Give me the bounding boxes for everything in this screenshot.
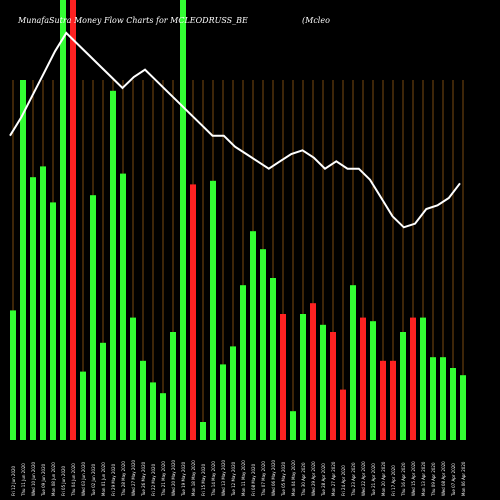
bar — [400, 332, 406, 440]
x-tick-label: Tue 05 May 2020 — [281, 461, 286, 497]
x-tick-label: Thu 11 Jun 2020 — [21, 463, 26, 497]
bar — [440, 357, 446, 440]
x-tick-label: Fri 08 May 2020 — [251, 463, 256, 496]
bar — [250, 231, 256, 440]
x-tick-label: Mon 01 Jun 2020 — [101, 462, 106, 496]
bar — [160, 393, 166, 440]
x-tick-label: Fri 29 May 2020 — [111, 463, 116, 496]
bar — [200, 422, 206, 440]
x-tick-label: Thu 23 Apr 2020 — [351, 462, 356, 497]
bar — [20, 80, 26, 440]
company-name: (Mcleo — [302, 16, 330, 25]
bar — [340, 389, 346, 440]
bar — [30, 177, 36, 440]
x-tick-label: Fri 12 Jun 2020 — [11, 465, 16, 496]
bar — [50, 202, 56, 440]
bar — [210, 180, 216, 441]
x-tick-label: Fri 24 Apr 2020 — [341, 465, 346, 496]
x-tick-label: Tue 02 Jun 2020 — [91, 463, 96, 497]
bar — [390, 360, 396, 440]
chart-title: MunafaSutra Money Flow Charts for MCLEOD… — [18, 16, 248, 25]
x-tick-label: Thu 21 May 2020 — [161, 461, 166, 497]
x-tick-label: Thu 28 May 2020 — [121, 461, 126, 497]
bar — [360, 317, 366, 440]
bar — [70, 0, 76, 440]
bar — [180, 0, 186, 440]
bar — [40, 166, 46, 440]
bar — [80, 371, 86, 440]
x-tick-label: Thu 04 Jun 2020 — [71, 463, 76, 497]
x-tick-label: Mon 27 Apr 2020 — [331, 461, 336, 496]
bar — [270, 278, 276, 440]
x-tick-label: Mon 11 May 2020 — [241, 460, 246, 496]
x-tick-label: Wed 29 Apr 2020 — [311, 461, 316, 496]
bar — [290, 411, 296, 440]
bar — [220, 364, 226, 440]
x-tick-label: Tue 12 May 2020 — [231, 461, 236, 497]
bar — [10, 310, 16, 440]
x-tick-label: Fri 05 Jun 2020 — [61, 465, 66, 496]
bar — [260, 249, 266, 440]
bar — [150, 382, 156, 440]
bar — [130, 317, 136, 440]
bar — [140, 360, 146, 440]
bar — [460, 375, 466, 440]
bar — [100, 342, 106, 440]
bar — [350, 285, 356, 440]
bar — [430, 357, 436, 440]
x-tick-label: Wed 13 May 2020 — [221, 459, 226, 496]
x-tick-label: Tue 26 May 2020 — [141, 461, 146, 497]
x-tick-label: Tue 09 Jun 2020 — [41, 463, 46, 497]
x-tick-label: Mon 18 May 2020 — [191, 460, 196, 496]
bar — [450, 368, 456, 440]
x-tick-label: Tue 28 Apr 2020 — [321, 463, 326, 497]
x-tick-label: Wed 06 May 2020 — [271, 459, 276, 496]
x-tick-label: Mon 06 Apr 2020 — [461, 461, 466, 496]
bar — [330, 332, 336, 440]
bar — [110, 90, 116, 441]
x-tick-label: Mon 04 May 2020 — [291, 460, 296, 496]
x-tick-label: Thu 16 Apr 2020 — [401, 462, 406, 497]
x-tick-label: Mon 20 Apr 2020 — [381, 461, 386, 496]
bar — [170, 332, 176, 440]
money-flow-line — [9, 31, 461, 229]
bar — [120, 173, 126, 440]
bar — [310, 303, 316, 440]
x-tick-label: Wed 20 May 2020 — [171, 459, 176, 496]
bar — [280, 314, 286, 440]
x-tick-label: Thu 14 May 2020 — [211, 461, 216, 497]
bar — [320, 324, 326, 440]
bar — [190, 184, 196, 440]
bar-series — [10, 0, 466, 441]
x-tick-label: Wed 08 Apr 2020 — [441, 461, 446, 496]
bar — [370, 321, 376, 440]
bar — [410, 317, 416, 440]
x-tick-label: Wed 03 Jun 2020 — [81, 461, 86, 496]
x-tick-label: Wed 27 May 2020 — [131, 459, 136, 496]
x-tick-label: Fri 22 May 2020 — [151, 463, 156, 496]
x-tick-label: Mon 13 Apr 2020 — [421, 461, 426, 496]
x-tick-label: Wed 15 Apr 2020 — [411, 461, 416, 496]
x-tick-label: Tue 07 Apr 2020 — [451, 463, 456, 497]
x-tick-label: Mon 08 Jun 2020 — [51, 462, 56, 496]
bar — [240, 285, 246, 440]
bar — [90, 195, 96, 440]
x-tick-label: Thu 07 May 2020 — [261, 461, 266, 497]
x-tick-label: Wed 22 Apr 2020 — [361, 461, 366, 496]
x-tick-label: Fri 17 Apr 2020 — [391, 465, 396, 496]
x-tick-label: Thu 30 Apr 2020 — [301, 462, 306, 497]
bar — [230, 346, 236, 440]
bar — [60, 0, 66, 440]
x-tick-label: Fri 15 May 2020 — [201, 463, 206, 496]
x-axis-labels: Fri 12 Jun 2020 Thu 11 Jun 2020 Wed 10 Jun… — [11, 459, 466, 497]
bar — [300, 314, 306, 440]
x-tick-label: Tue 19 May 2020 — [181, 461, 186, 497]
x-tick-label: Tue 21 Apr 2020 — [371, 463, 376, 497]
bar — [420, 317, 426, 440]
bar — [380, 360, 386, 440]
x-tick-label: Wed 10 Jun 2020 — [31, 461, 36, 496]
x-tick-label: Thu 09 Apr 2020 — [431, 462, 436, 497]
